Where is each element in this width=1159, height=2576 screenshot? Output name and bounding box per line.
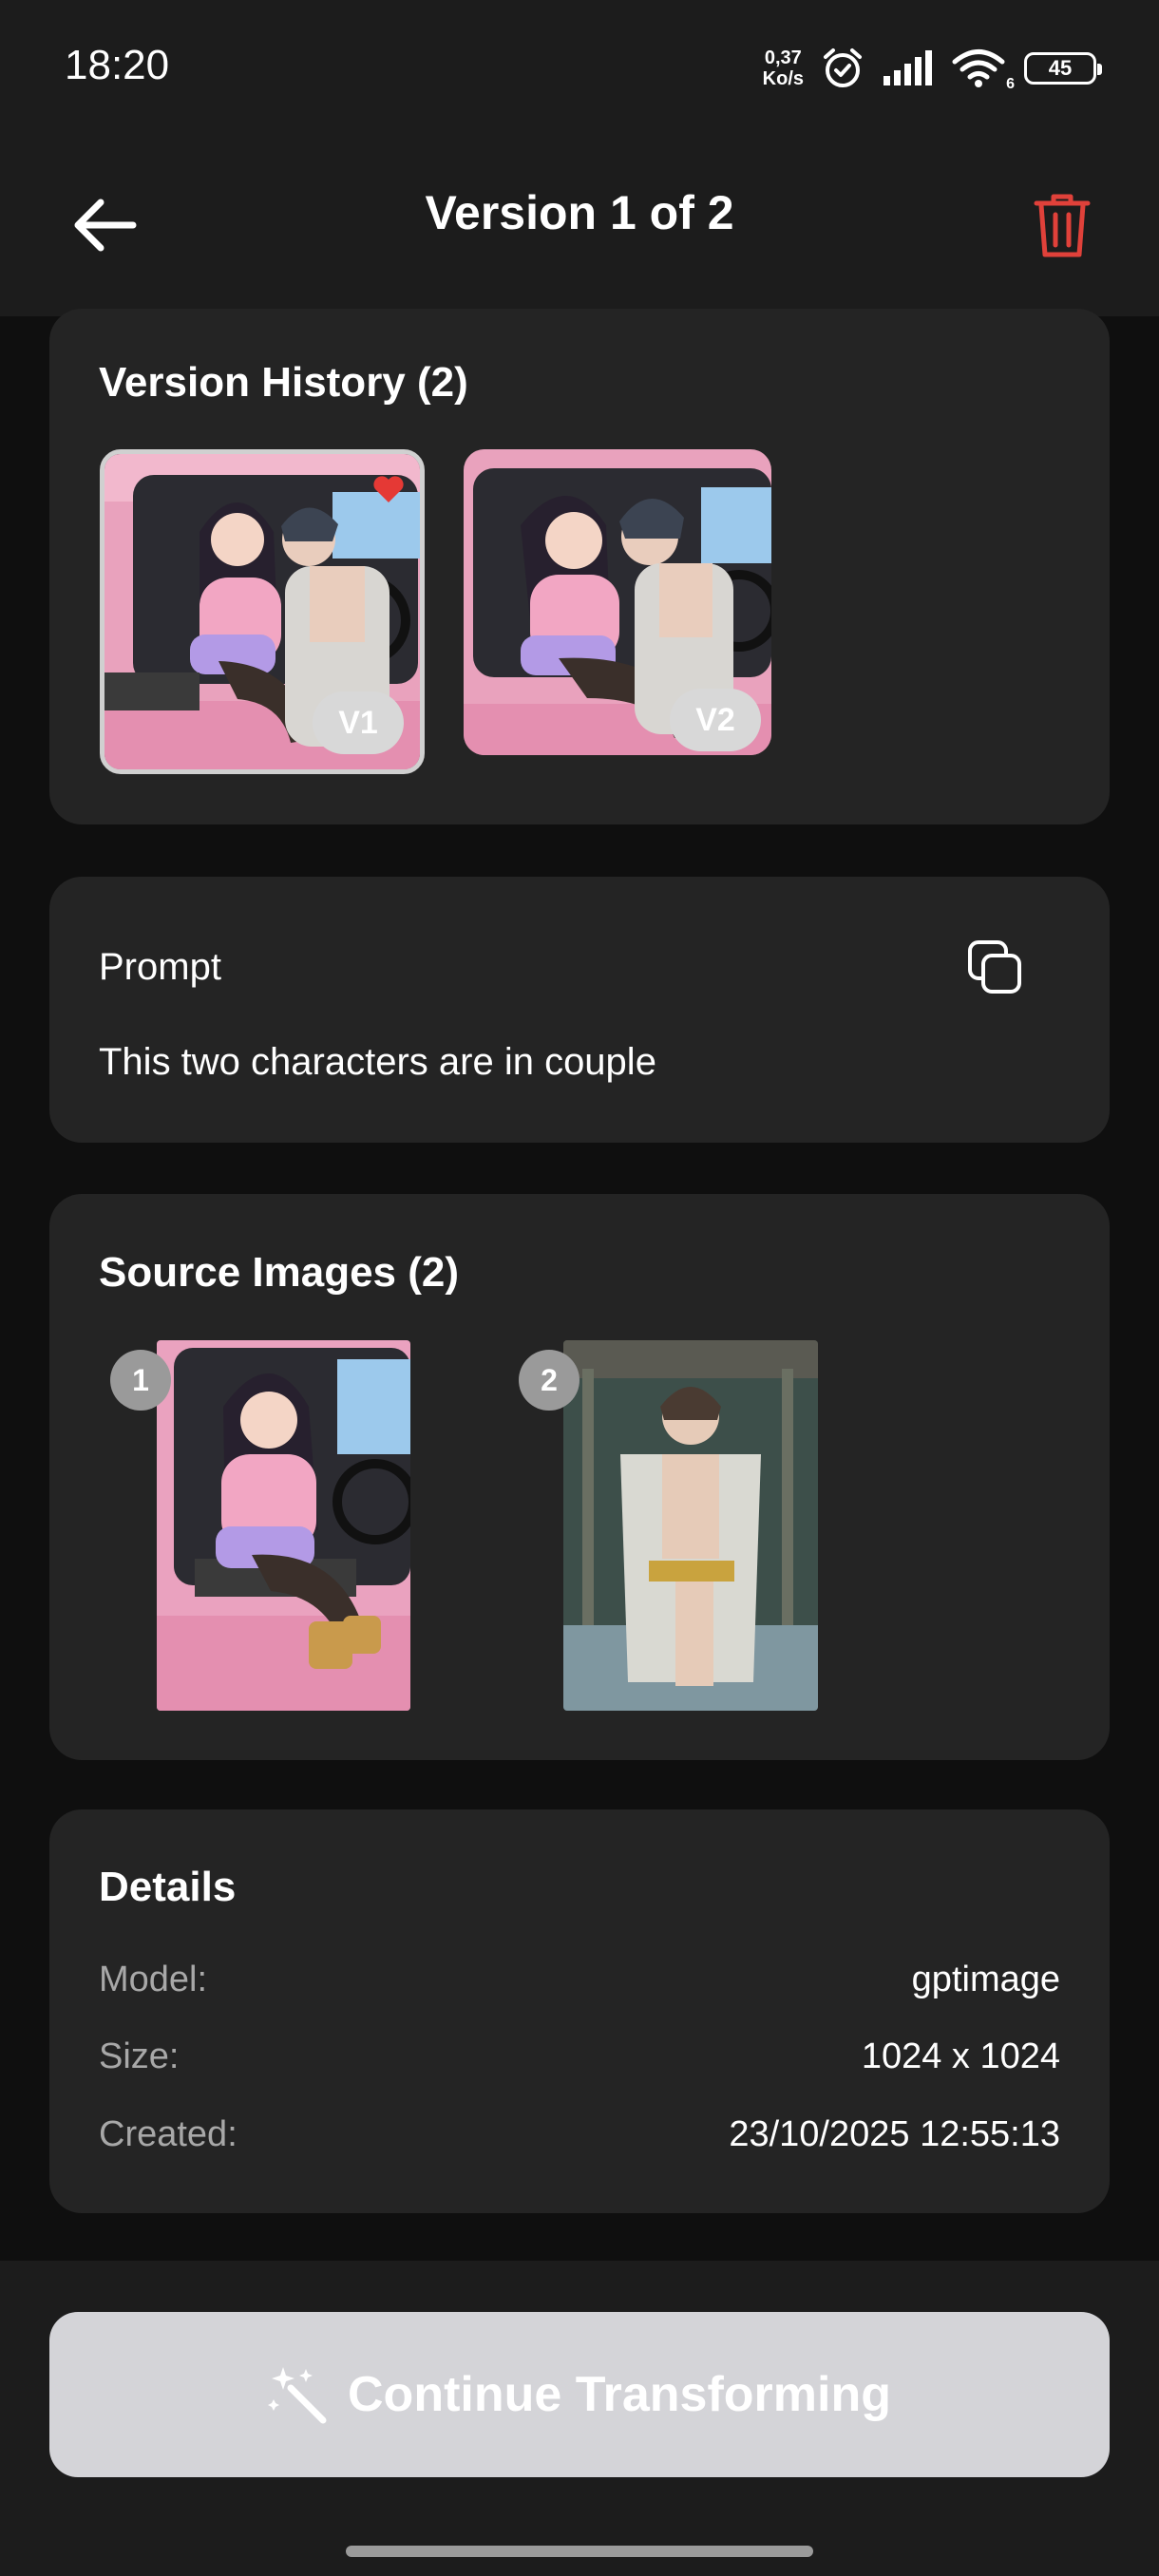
net-speed-unit: Ko/s <box>762 68 804 89</box>
source-image-2[interactable] <box>563 1340 818 1711</box>
battery-level: 45 <box>1048 56 1073 80</box>
prompt-card: Prompt This two characters are in couple <box>49 877 1110 1143</box>
detail-value: 1024 x 1024 <box>861 2036 1060 2076</box>
prompt-text: This two characters are in couple <box>99 1041 656 1083</box>
version-history-title: Version History (2) <box>99 359 468 406</box>
status-icons: 0,37 Ko/s 6 45 <box>763 44 1102 93</box>
magic-wand-icon <box>268 2367 327 2424</box>
status-bar: 18:20 0,37 Ko/s 6 45 <box>0 0 1159 138</box>
detail-row-created: Created: 23/10/2025 12:55:13 <box>99 2114 1060 2162</box>
source-image-2-picture <box>563 1340 818 1711</box>
delete-button[interactable] <box>1015 178 1110 273</box>
version-thumbnail-v2[interactable]: V2 <box>464 449 771 755</box>
source-image-1[interactable] <box>157 1340 410 1711</box>
favorite-heart-icon <box>373 476 404 502</box>
version-badge: V2 <box>670 689 761 751</box>
prompt-label: Prompt <box>99 946 221 988</box>
trash-icon <box>1034 194 1091 257</box>
home-indicator[interactable] <box>346 2546 813 2557</box>
arrow-left-icon <box>74 199 137 252</box>
wifi-badge: 6 <box>1006 76 1015 92</box>
battery-icon: 45 <box>1024 52 1102 85</box>
version-thumbnail-v1[interactable]: V1 <box>100 449 425 774</box>
version-badge: V1 <box>313 691 404 754</box>
app-header: Version 1 of 2 <box>0 138 1159 316</box>
detail-row-model: Model: gptimage <box>99 1960 1060 2007</box>
page-title: Version 1 of 2 <box>425 186 734 239</box>
source-images-title: Source Images (2) <box>99 1249 460 1296</box>
source-index-badge: 2 <box>519 1350 580 1411</box>
bottom-action-bar: Continue Transforming <box>0 2261 1159 2576</box>
net-speed: 0,37 Ko/s <box>763 47 804 89</box>
version-history-card: Version History (2) V1 <box>49 309 1110 824</box>
wifi-indicator: 6 <box>952 47 1015 92</box>
source-images-card: Source Images (2) 1 <box>49 1194 1110 1760</box>
continue-transforming-label: Continue Transforming <box>348 2367 891 2422</box>
copy-prompt-button[interactable] <box>960 932 1032 1004</box>
wifi-icon <box>952 49 1005 87</box>
detail-value: 23/10/2025 12:55:13 <box>729 2114 1060 2154</box>
detail-value: gptimage <box>911 1960 1060 1999</box>
detail-label: Created: <box>99 2114 238 2154</box>
version-image-v2 <box>464 449 771 755</box>
status-time: 18:20 <box>65 42 170 88</box>
copy-icon <box>968 940 1021 994</box>
source-index-badge: 1 <box>110 1350 171 1411</box>
source-image-1-picture <box>157 1340 410 1711</box>
detail-row-size: Size: 1024 x 1024 <box>99 2036 1060 2084</box>
details-title: Details <box>99 1864 237 1910</box>
alarm-icon <box>824 48 862 87</box>
detail-label: Size: <box>99 2036 180 2076</box>
details-card: Details Model: gptimage Size: 1024 x 102… <box>49 1809 1110 2213</box>
continue-transforming-button[interactable]: Continue Transforming <box>49 2312 1110 2477</box>
net-speed-value: 0,37 <box>764 47 802 68</box>
back-button[interactable] <box>57 178 152 273</box>
signal-icon <box>884 50 932 85</box>
detail-label: Model: <box>99 1960 208 1999</box>
